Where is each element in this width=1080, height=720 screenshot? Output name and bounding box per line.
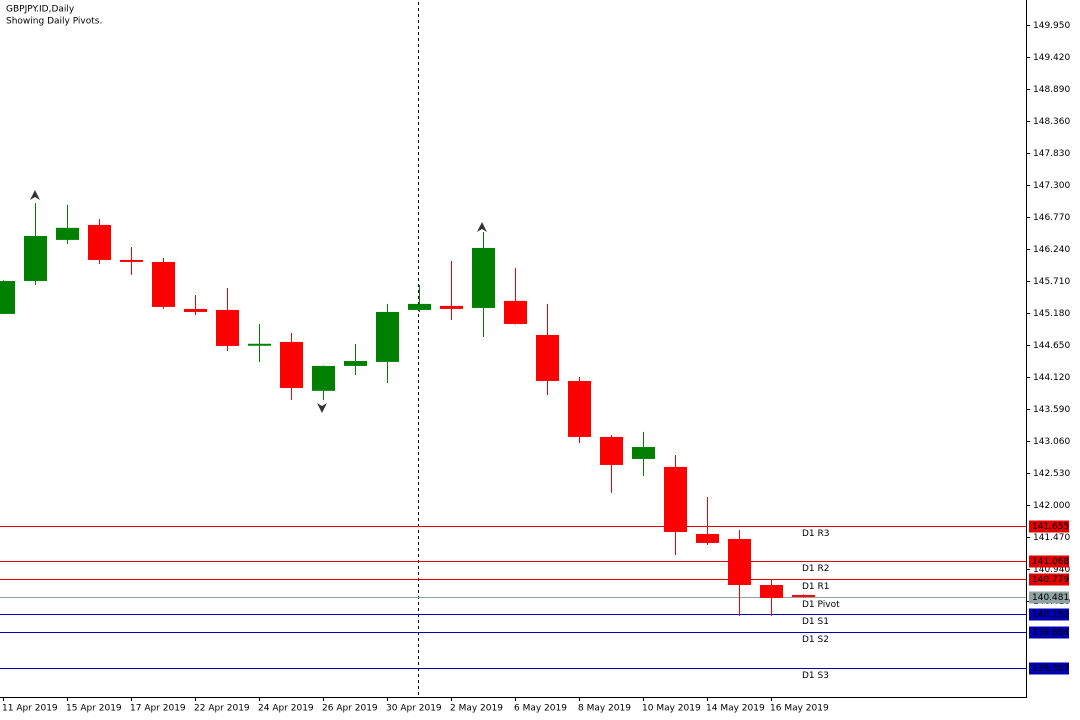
y-tick-label: 142.530 <box>1033 469 1070 479</box>
y-tick-label: 148.890 <box>1033 85 1070 95</box>
x-tick-label: 24 Apr 2019 <box>258 704 314 714</box>
candle-body <box>472 247 495 308</box>
pivot-name: D1 S2 <box>802 635 829 645</box>
y-tick-label: 149.950 <box>1033 21 1070 31</box>
candle-body <box>56 227 79 240</box>
pivot-name: D1 R1 <box>802 582 830 592</box>
y-tick-label: 143.590 <box>1033 405 1070 415</box>
candle-body <box>184 308 207 312</box>
pivot-name: D1 S3 <box>802 671 829 681</box>
y-tick-label: 147.830 <box>1033 149 1070 159</box>
pivot-price-label: 141.068 <box>1032 557 1069 567</box>
y-tick-label: 149.420 <box>1033 53 1070 63</box>
x-tick-label: 15 Apr 2019 <box>66 704 122 714</box>
fractal-up <box>477 222 487 232</box>
x-tick-label: 10 May 2019 <box>642 704 701 714</box>
candle-body <box>344 360 367 366</box>
pivot-price-label: 139.894 <box>1032 628 1069 638</box>
candle-body <box>504 300 527 324</box>
candle-body <box>376 311 399 362</box>
y-tick-label: 140.940 <box>1033 565 1070 575</box>
candle-body <box>792 594 815 597</box>
y-tick-label: 142.000 <box>1033 501 1070 511</box>
pivot-name: D1 Pivot <box>802 600 840 610</box>
x-tick-label: 26 Apr 2019 <box>322 704 378 714</box>
x-tick-label: 8 May 2019 <box>578 704 631 714</box>
y-tick-label: 145.710 <box>1033 277 1070 287</box>
candle-body <box>408 303 431 310</box>
y-tick-label: 146.770 <box>1033 213 1070 223</box>
candle-body <box>152 261 175 307</box>
fractal-down <box>317 403 327 413</box>
x-tick-label: 6 May 2019 <box>514 704 567 714</box>
candle-body <box>760 584 783 598</box>
candle-body <box>632 447 655 459</box>
chart-title: GBPJPY.ID,Daily <box>6 5 75 15</box>
candle-body <box>440 305 463 309</box>
candle-body <box>664 466 687 532</box>
candle-body <box>536 334 559 381</box>
candle-body <box>600 436 623 465</box>
candle-body <box>24 235 47 281</box>
y-tick-label: 146.240 <box>1033 245 1070 255</box>
candle-body <box>216 309 239 346</box>
x-tick-label: 30 Apr 2019 <box>386 704 442 714</box>
pivot-price-box <box>1029 520 1069 533</box>
pivot-price-box <box>1029 591 1069 604</box>
pivot-price-box <box>1029 573 1069 586</box>
pivot-price-label: 140.779 <box>1032 575 1069 585</box>
fractal-up <box>30 190 40 200</box>
pivot-name: D1 R3 <box>802 529 830 539</box>
x-tick-label: 16 May 2019 <box>770 704 829 714</box>
x-tick-label: 2 May 2019 <box>450 704 503 714</box>
pivot-name: D1 S1 <box>802 617 829 627</box>
x-tick-label: 22 Apr 2019 <box>194 704 250 714</box>
candle-body <box>312 365 335 391</box>
pivot-price-box <box>1029 662 1069 675</box>
candle-body <box>728 538 751 585</box>
y-tick-label: 148.360 <box>1033 117 1070 127</box>
y-tick-label: 145.180 <box>1033 309 1070 319</box>
candle-body <box>280 341 303 388</box>
pivot-price-box <box>1029 555 1069 568</box>
x-tick-label: 11 Apr 2019 <box>2 704 58 714</box>
candle-body <box>248 343 271 346</box>
x-tick-label: 17 Apr 2019 <box>130 704 186 714</box>
pivot-name: D1 R2 <box>802 564 830 574</box>
chart-subtitle: Showing Daily Pivots. <box>6 17 102 27</box>
y-tick-label: 144.120 <box>1033 373 1070 383</box>
pivot-price-box <box>1029 626 1069 639</box>
x-tick-label: 14 May 2019 <box>706 704 765 714</box>
y-tick-label: 144.650 <box>1033 341 1070 351</box>
pivot-price-label: 139.307 <box>1032 664 1069 674</box>
y-tick-label: 141.470 <box>1033 533 1070 543</box>
candle-body <box>88 224 111 260</box>
pivot-price-label: 141.655 <box>1032 522 1069 532</box>
pivot-price-box <box>1029 608 1069 621</box>
candle-body <box>696 533 719 543</box>
candle-body <box>568 380 591 437</box>
candle-body <box>0 280 15 314</box>
y-tick-label: 143.060 <box>1033 437 1070 447</box>
y-tick-label: 147.300 <box>1033 181 1070 191</box>
pivot-price-label: 140.192 <box>1032 610 1069 620</box>
pivot-price-label: 140.481 <box>1032 593 1069 603</box>
candle-body <box>120 259 143 262</box>
